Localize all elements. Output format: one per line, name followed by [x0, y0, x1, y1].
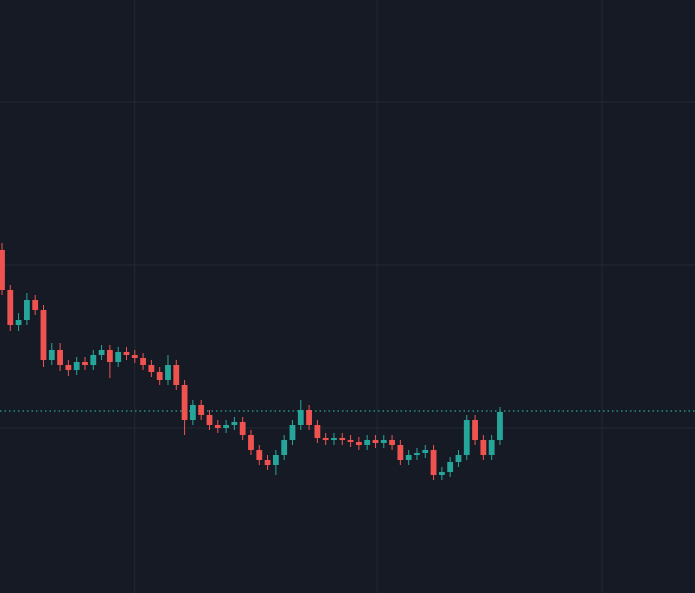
- candle-body: [397, 445, 404, 460]
- candle-body: [438, 472, 445, 475]
- candle-body: [380, 440, 387, 443]
- candle-body: [40, 310, 47, 360]
- candle-body: [422, 450, 429, 453]
- candle-body: [57, 350, 63, 365]
- candle-body: [488, 440, 495, 455]
- candle-body: [297, 410, 304, 425]
- candle-body: [272, 455, 279, 465]
- candle-body: [239, 422, 246, 435]
- candle-body: [23, 300, 30, 320]
- candle-body: [73, 362, 80, 370]
- candle-body: [372, 440, 379, 443]
- candle-body: [389, 440, 395, 445]
- candle-body: [248, 435, 254, 450]
- candle-body: [256, 450, 263, 460]
- candle-body: [32, 300, 39, 310]
- candle-body: [115, 352, 122, 362]
- candle-body: [223, 425, 229, 428]
- candle-body: [106, 350, 113, 362]
- candle-body: [405, 455, 412, 460]
- candle-body: [331, 438, 337, 440]
- candle-body: [173, 365, 180, 385]
- candle-body: [289, 425, 296, 440]
- candle-body: [497, 412, 503, 440]
- candle-body: [480, 440, 487, 455]
- candle-body: [7, 290, 14, 325]
- candle-body: [339, 438, 346, 440]
- candle-body: [140, 358, 146, 365]
- candle-body: [414, 453, 420, 455]
- candle-body: [0, 250, 5, 290]
- candle-body: [181, 385, 188, 420]
- candle-body: [206, 415, 213, 425]
- candle-body: [306, 410, 312, 425]
- candle-body: [82, 362, 88, 365]
- candle-body: [189, 405, 196, 420]
- candle-body: [314, 425, 321, 438]
- candle-body: [364, 440, 371, 445]
- candle-body: [281, 440, 288, 455]
- candle-body: [214, 425, 221, 428]
- candle-body: [165, 365, 171, 380]
- candle-body: [123, 352, 130, 355]
- candle-body: [98, 350, 105, 355]
- candle-body: [15, 320, 22, 325]
- candle-body: [198, 405, 205, 415]
- candle-body: [355, 442, 362, 445]
- candle-body: [131, 355, 138, 358]
- candle-body: [455, 455, 462, 462]
- candle-body: [148, 365, 155, 372]
- candle-body: [264, 460, 271, 465]
- candle-body: [447, 462, 454, 472]
- candle-body: [231, 422, 238, 425]
- candle-body: [472, 420, 478, 440]
- candle-body: [156, 372, 163, 380]
- candle-body: [65, 365, 72, 370]
- candle-body: [463, 420, 470, 455]
- candle-body: [48, 350, 55, 360]
- candle-body: [347, 440, 354, 442]
- candle-body: [322, 438, 329, 440]
- candle-body: [90, 355, 97, 365]
- candle-body: [430, 450, 437, 475]
